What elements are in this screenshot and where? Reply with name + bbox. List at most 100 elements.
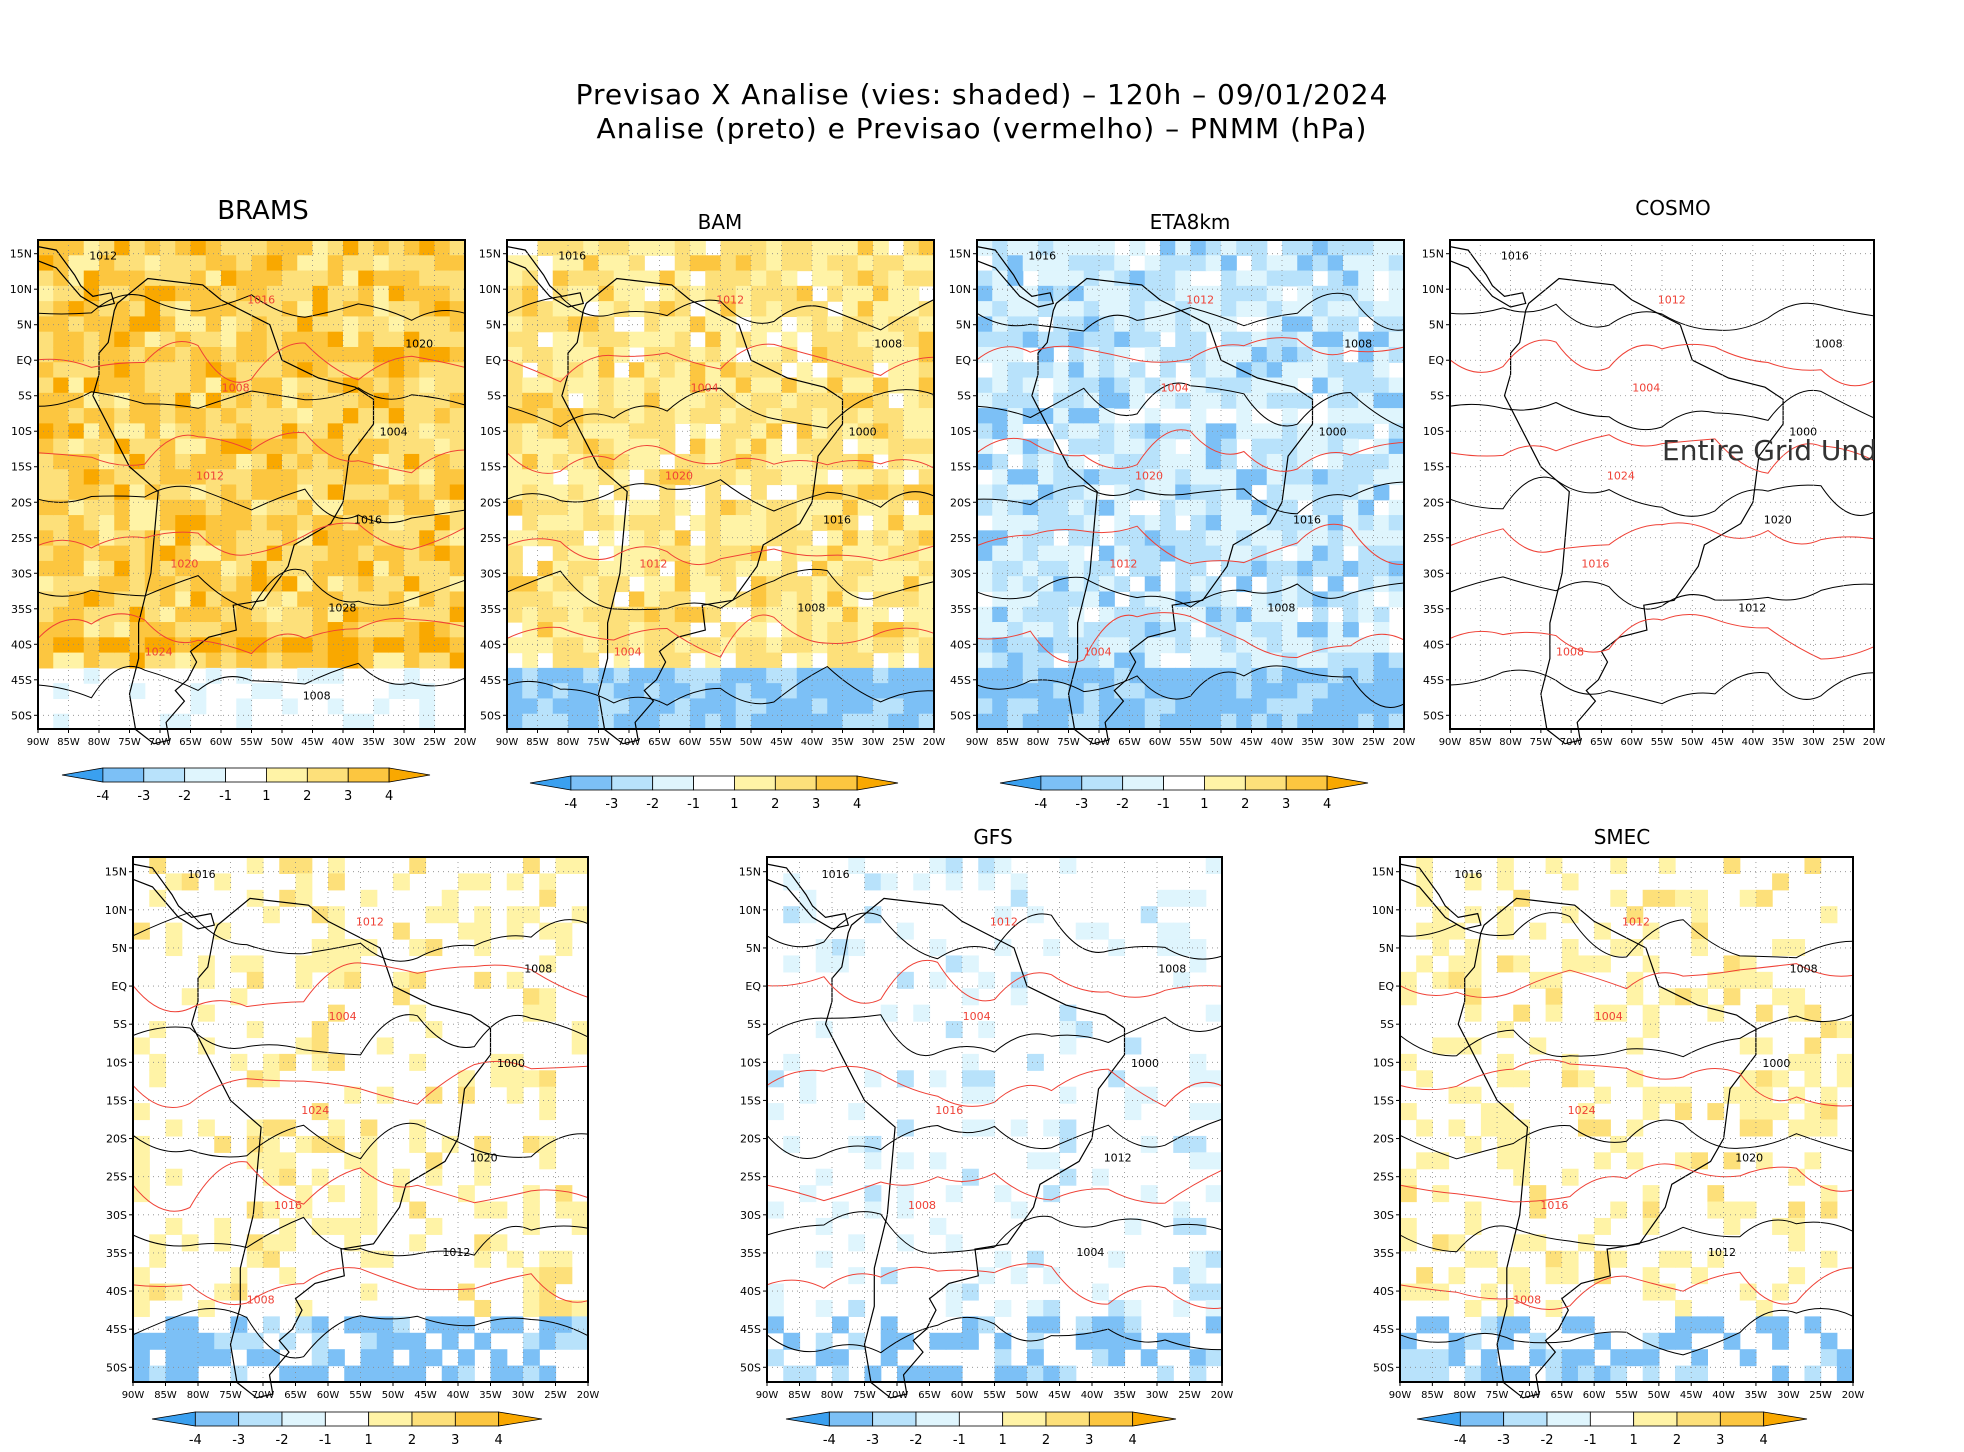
bias-cell xyxy=(873,484,889,501)
bias-cell xyxy=(598,301,615,318)
bias-cell xyxy=(388,408,405,424)
bias-cell xyxy=(99,499,115,516)
bias-cell xyxy=(388,560,405,577)
bias-cell xyxy=(99,545,115,562)
bias-cell xyxy=(1373,301,1390,318)
colorbar-label: 3 xyxy=(1716,1433,1724,1448)
bias-cell xyxy=(1448,1037,1466,1055)
bias-cell xyxy=(1610,939,1628,957)
bias-cell xyxy=(1513,1267,1531,1285)
bias-cell xyxy=(568,270,584,287)
bias-cell xyxy=(1007,377,1024,394)
bias-cell xyxy=(282,652,298,669)
bias-cell xyxy=(812,346,828,363)
bias-cell xyxy=(751,591,767,608)
bias-cell xyxy=(99,377,115,394)
lon-tick-label: 30W xyxy=(512,1390,535,1401)
colorbar-label: 1 xyxy=(365,1433,373,1448)
bias-cell xyxy=(327,240,344,256)
bias-cell xyxy=(1432,971,1450,989)
lon-tick-label: 25W xyxy=(1809,1390,1832,1401)
bias-cell xyxy=(360,1349,378,1367)
bias-cell xyxy=(827,622,844,638)
bias-cell xyxy=(1343,408,1359,424)
bias-cell xyxy=(537,362,554,379)
bias-cell xyxy=(720,438,737,455)
bias-cell xyxy=(977,622,993,638)
bias-cell xyxy=(1007,316,1024,333)
bias-cell xyxy=(449,484,466,501)
bias-cell xyxy=(83,377,100,394)
south-america-outline xyxy=(92,277,375,745)
bias-cell xyxy=(53,469,70,486)
bias-cell xyxy=(297,377,314,394)
bias-cell xyxy=(175,515,192,531)
bias-cell xyxy=(888,484,905,501)
bias-cell xyxy=(903,408,920,424)
bias-cell xyxy=(962,1332,979,1350)
bias-cell xyxy=(735,392,752,409)
bias-cell xyxy=(644,698,661,715)
bias-cell xyxy=(1400,1234,1417,1252)
lon-tick-label: 75W xyxy=(1486,1390,1509,1401)
bias-cell xyxy=(812,560,828,577)
bias-cell xyxy=(735,515,752,531)
bias-cell xyxy=(918,316,935,333)
bias-cell xyxy=(1083,515,1100,531)
bias-cell xyxy=(205,362,222,379)
bias-cell xyxy=(977,331,993,348)
bias-cell xyxy=(1053,408,1070,424)
bias-cell xyxy=(674,408,691,424)
bias-cell xyxy=(404,576,420,593)
bias-cell xyxy=(474,1152,492,1170)
bias-cell xyxy=(1144,438,1161,455)
bias-cell xyxy=(1610,1250,1628,1268)
bias-cell xyxy=(1027,1299,1044,1317)
bias-cell xyxy=(251,392,268,409)
colorbar-segment xyxy=(872,1411,917,1427)
bias-cell xyxy=(977,652,993,669)
bias-cell xyxy=(552,438,569,455)
bias-cell xyxy=(358,285,375,302)
bias-cell xyxy=(598,270,615,287)
bias-cell xyxy=(1626,971,1644,989)
bias-cell xyxy=(114,560,131,577)
bias-cell xyxy=(918,377,935,394)
bias-cell xyxy=(888,362,905,379)
bias-cell xyxy=(873,346,889,363)
bias-cell xyxy=(190,331,207,348)
bias-cell xyxy=(1007,576,1024,593)
bias-cell xyxy=(1236,270,1253,287)
bias-cell xyxy=(720,423,737,440)
colorbar-segment xyxy=(411,1411,456,1427)
bias-cell xyxy=(449,331,466,348)
bias-cell xyxy=(441,906,459,924)
bias-cell xyxy=(1007,331,1024,348)
bias-cell xyxy=(1083,362,1100,379)
bias-cell xyxy=(903,530,920,547)
bias-cell xyxy=(1068,622,1085,638)
colorbar-label: -1 xyxy=(953,1433,966,1448)
bias-cell xyxy=(393,971,410,989)
bias-cell xyxy=(129,453,146,470)
bias-cell xyxy=(1236,423,1253,440)
bias-cell xyxy=(897,971,914,989)
lat-tick-label: 40S xyxy=(480,638,501,651)
bias-cell xyxy=(1007,346,1024,363)
bias-cell xyxy=(297,545,314,562)
bias-cell xyxy=(929,1365,947,1383)
bias-cell xyxy=(1400,1349,1417,1367)
bias-cell xyxy=(236,285,253,302)
bias-cell xyxy=(83,576,100,593)
bias-cell xyxy=(873,392,889,409)
bias-cell xyxy=(1022,408,1039,424)
bias-cell xyxy=(674,362,691,379)
bias-cell xyxy=(1266,392,1283,409)
bias-cell xyxy=(312,530,329,547)
bias-cell xyxy=(918,530,935,547)
bias-cell xyxy=(674,469,691,486)
bias-cell xyxy=(827,423,844,440)
bias-cell xyxy=(827,576,844,593)
bias-cell xyxy=(1099,683,1115,700)
isobar-label: 1020 xyxy=(470,1152,498,1165)
